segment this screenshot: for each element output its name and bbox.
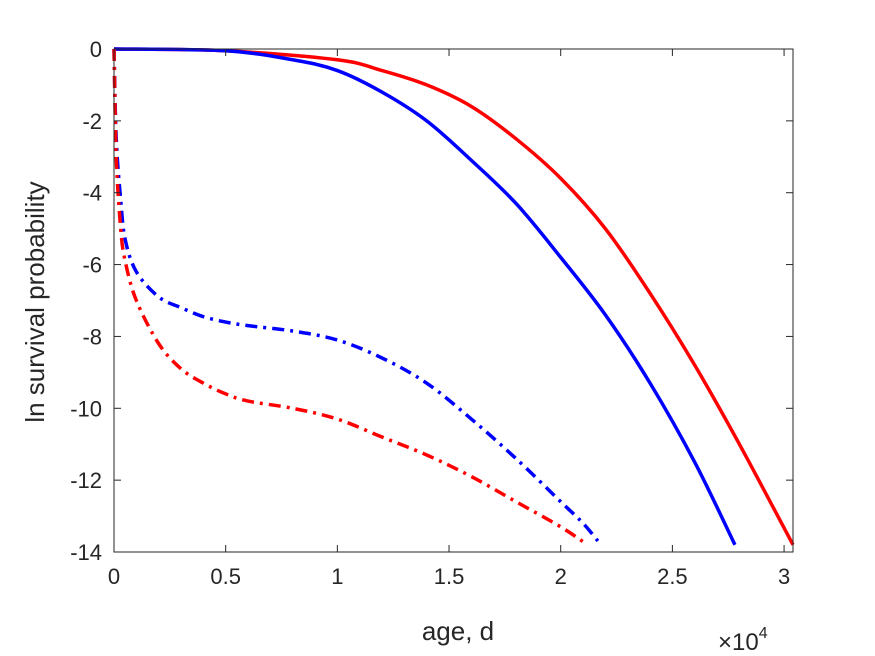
series-line-2 bbox=[113, 47, 737, 546]
x-axis-multiplier: ×104 bbox=[718, 625, 768, 656]
y-tick-label: -6 bbox=[82, 253, 102, 278]
y-axis-label: ln survival probability bbox=[20, 181, 50, 422]
x-tick-label: 2.5 bbox=[657, 564, 688, 589]
x-multiplier-exponent: 4 bbox=[759, 625, 768, 642]
x-multiplier-base: ×10 bbox=[718, 629, 759, 656]
series-layer bbox=[112, 47, 795, 547]
y-axis-ticks: 0 -2 -4 -6 -8 -10 -12 -14 bbox=[70, 37, 793, 565]
x-tick-label: 0 bbox=[108, 564, 120, 589]
x-axis-ticks: 0 0.5 1 1.5 2 2.5 3 bbox=[108, 49, 790, 589]
y-tick-label: -14 bbox=[70, 540, 102, 565]
x-tick-label: 1 bbox=[331, 564, 343, 589]
y-tick-label: -8 bbox=[82, 324, 102, 349]
x-axis-label: age, d bbox=[422, 616, 494, 646]
x-tick-label: 3 bbox=[778, 564, 790, 589]
series-line-4 bbox=[112, 48, 589, 547]
y-tick-label: -2 bbox=[82, 109, 102, 134]
series-line-1 bbox=[113, 47, 795, 546]
y-tick-label: -12 bbox=[70, 468, 102, 493]
y-tick-label: -10 bbox=[70, 396, 102, 421]
y-tick-label: 0 bbox=[90, 37, 102, 62]
y-tick-label: -4 bbox=[82, 181, 102, 206]
plot-frame bbox=[113, 48, 794, 553]
series-line-3 bbox=[112, 48, 603, 546]
x-tick-label: 1.5 bbox=[434, 564, 465, 589]
x-tick-label: 0.5 bbox=[210, 564, 241, 589]
x-tick-label: 2 bbox=[555, 564, 567, 589]
